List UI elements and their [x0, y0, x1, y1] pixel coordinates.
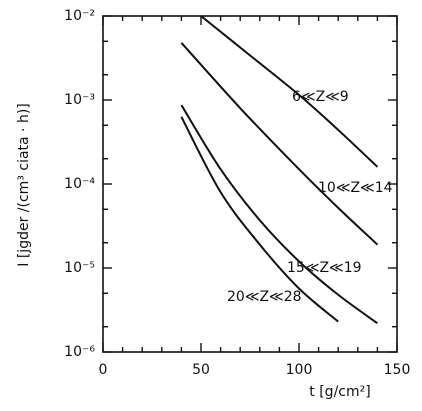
- curve-label: 20≪Z≪28: [227, 289, 302, 305]
- y-tick-label: 10⁻²: [64, 8, 95, 24]
- y-axis-label: I [jgder /(cm³ ciata · h)]: [16, 103, 32, 266]
- y-tick-label: 10⁻³: [64, 92, 95, 108]
- x-tick-label: 0: [99, 362, 108, 378]
- x-tick-label: 150: [384, 362, 411, 378]
- curve: [200, 15, 379, 168]
- y-tick-label: 10⁻⁵: [64, 260, 95, 276]
- x-axis-label: t [g/cm²]: [309, 384, 370, 400]
- curve-label: 10≪Z≪14: [318, 180, 393, 196]
- curve: [180, 116, 339, 323]
- curve: [180, 104, 378, 325]
- curve-label: 15≪Z≪19: [287, 260, 362, 276]
- curve-label: 6≪Z≪9: [292, 89, 349, 105]
- x-tick-label: 50: [192, 362, 210, 378]
- x-tick-label: 100: [286, 362, 313, 378]
- curve: [180, 42, 379, 246]
- y-tick-label: 10⁻⁴: [64, 176, 95, 192]
- y-tick-label: 10⁻⁶: [64, 344, 95, 360]
